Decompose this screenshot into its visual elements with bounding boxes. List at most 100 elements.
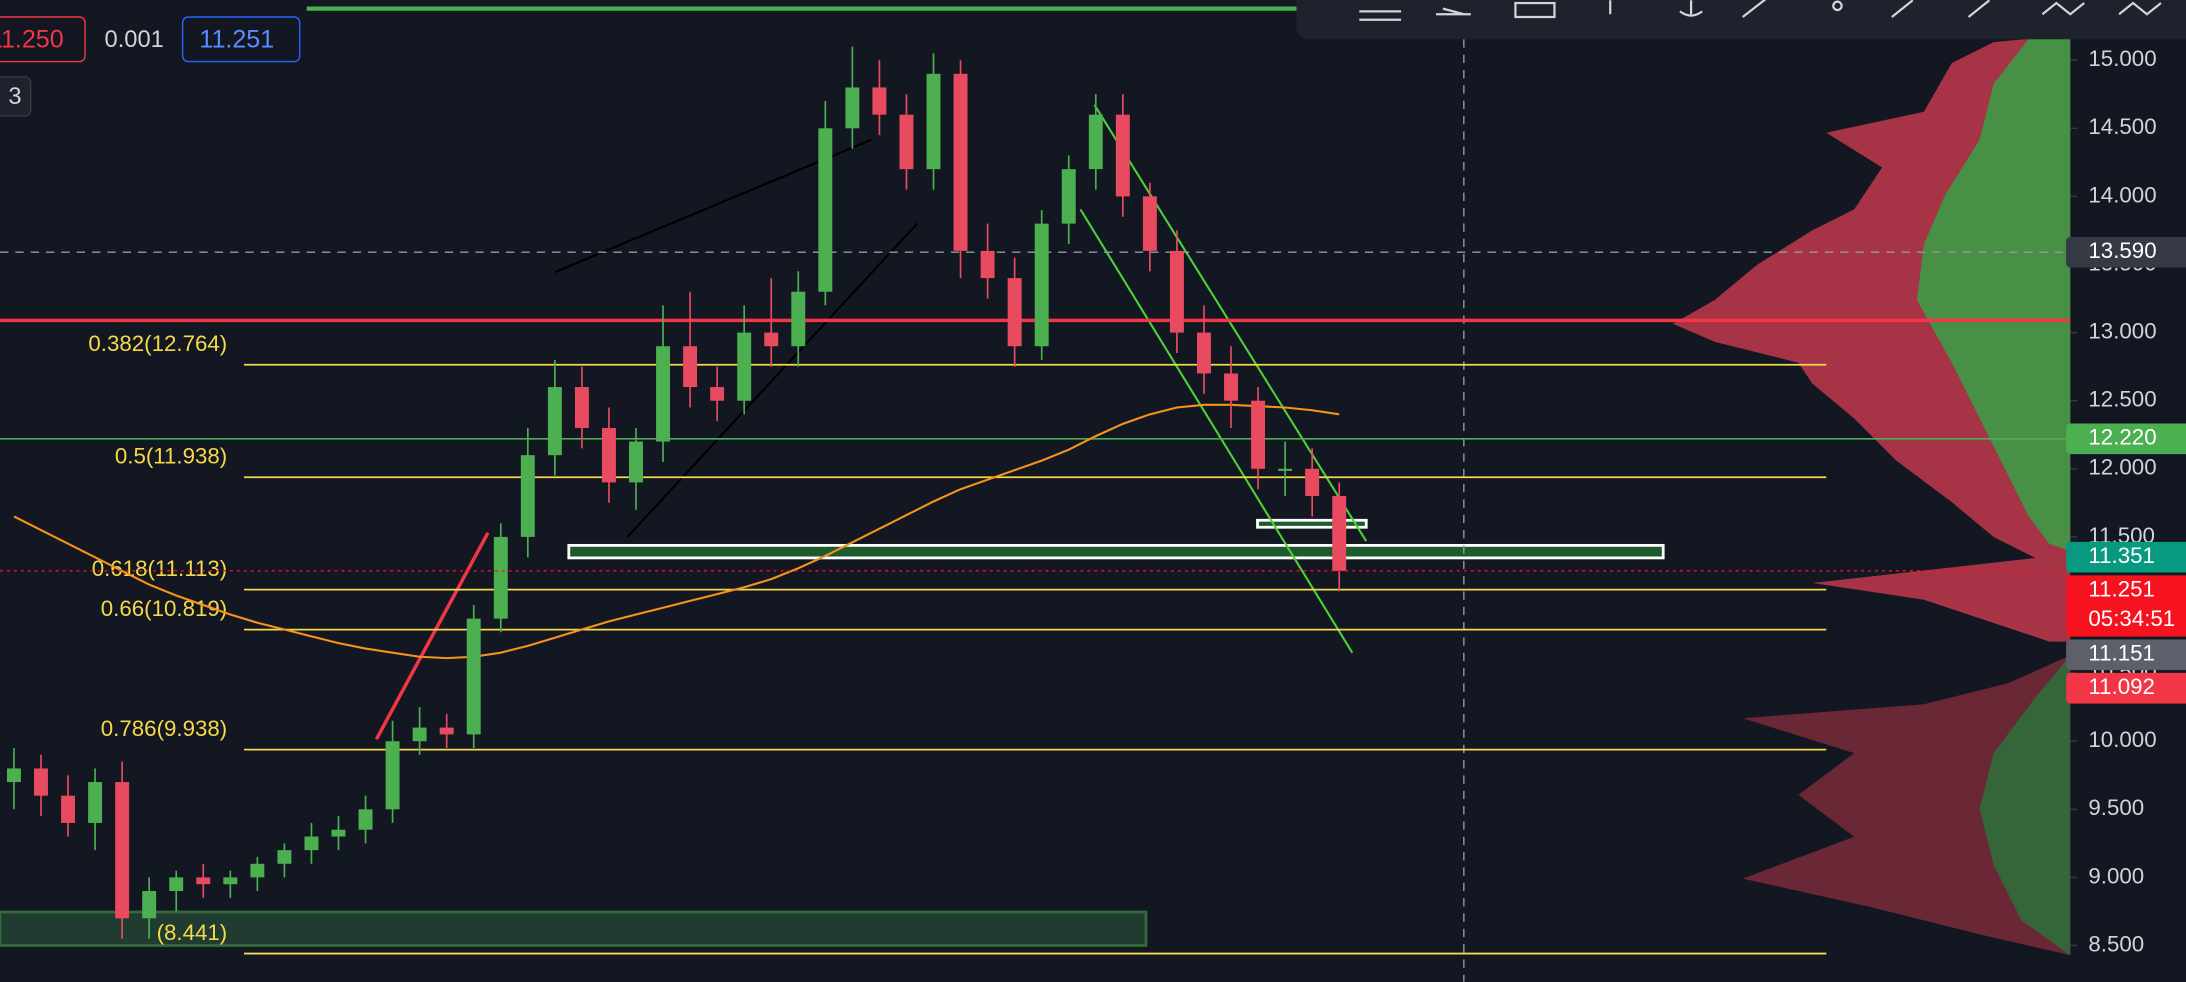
y-tick-label: 13.000 [2088,318,2156,343]
fib-label: 0.5(11.938) [115,444,227,469]
price-tag [2066,236,2186,268]
candle-body [196,877,211,885]
candle-body [791,291,806,347]
candle-body [710,387,725,401]
candle-body [115,782,130,919]
candle-body [358,809,373,830]
price-tag [2066,423,2186,455]
interval-box[interactable] [0,76,32,117]
y-tick-label: 14.500 [2088,114,2156,139]
price-tag-label: 11.151 [2088,641,2155,666]
ask: 11.251 [199,25,274,53]
candle-body [1278,468,1293,471]
candle-body [683,346,698,388]
y-tick-label: 9.500 [2088,795,2144,820]
channel-line [1093,104,1368,542]
candle-body [1061,169,1076,224]
support-box [1256,518,1368,529]
y-tick-label: 12.500 [2088,387,2156,412]
candle-body [601,427,616,483]
candle-body [412,727,427,742]
price-tag-countdown: 05:34:51 [2088,606,2175,631]
candle-body [250,863,265,878]
y-tick-label: 14.000 [2088,182,2156,207]
candle-body [737,332,752,401]
candle-body [331,829,346,837]
price-tag [2066,575,2186,637]
candle-body [142,891,157,919]
bid: 11.250 [0,25,64,53]
candle-body [466,618,481,735]
price-tag-label: 11.351 [2088,543,2155,568]
candle-body [1332,496,1347,571]
candle-body [385,741,400,810]
y-tick-label: 12.000 [2088,455,2156,480]
candle-body [277,850,292,864]
toolbar [1296,0,2186,40]
candle-body [547,387,562,456]
candle-body [1197,332,1211,374]
candle-body [1088,114,1103,170]
candle-body [304,836,319,851]
candle-body [1251,400,1266,469]
candle-body [1115,114,1130,197]
candle-body [1305,468,1320,497]
candle-body [34,768,48,796]
candle-body [88,782,103,823]
candle-body [6,768,21,783]
price-tag [2066,639,2186,671]
candle-body [845,87,860,129]
candle-body [1224,373,1238,401]
candle-body [223,877,238,885]
candle-body [493,536,508,619]
price-tag [2066,672,2186,704]
fib-label: 0.382(12.764) [88,331,227,356]
toolbar-icons[interactable] [1359,0,2162,21]
candle-body [439,727,454,735]
candle-body [980,250,995,279]
price-tag-label: 11.092 [2088,674,2155,699]
channel-line [1079,208,1354,654]
candle-body [656,346,671,442]
fib-label: 0.66(10.819) [101,596,227,621]
volume-profile-up [1916,35,2071,551]
y-tick-label: 10.000 [2088,727,2156,752]
candle-body [169,877,184,892]
spread: 0.001 [105,27,164,53]
price-tag [2066,541,2186,573]
price-tag-label: 11.251 [2088,577,2155,602]
candle-body [899,114,914,170]
price-tag-label: 13.590 [2088,238,2156,263]
candle-body [926,73,941,170]
zone-box [0,910,1148,947]
volume-profile-up [1979,655,2071,956]
fib-label: (8.441) [157,920,228,945]
candle-body [574,387,589,428]
candle-body [520,455,535,537]
candle-body [764,332,779,347]
trend-line [374,531,490,740]
y-tick-label: 8.500 [2088,931,2144,956]
candle-body [1142,196,1157,251]
fib-label: 0.618(11.113) [92,556,228,581]
candle-body [629,441,643,483]
moving-average [13,403,1340,660]
candle-body [1169,250,1184,333]
y-tick-label: 9.000 [2088,863,2144,888]
candle-body [872,87,887,115]
volume-profile-down [1742,655,2071,956]
interval: 3 [8,84,21,110]
candle-body [1034,223,1049,347]
support-box [567,543,1665,560]
candle-body [61,795,76,823]
fib-label: 0.786(9.938) [101,716,227,741]
y-tick-label: 15.000 [2088,46,2156,71]
bid-box[interactable] [0,16,86,63]
candle-body [953,73,968,251]
trend-line [626,222,919,538]
price-tag-label: 12.220 [2088,425,2156,450]
candle-body [1007,278,1022,347]
ask-box[interactable] [181,16,301,63]
